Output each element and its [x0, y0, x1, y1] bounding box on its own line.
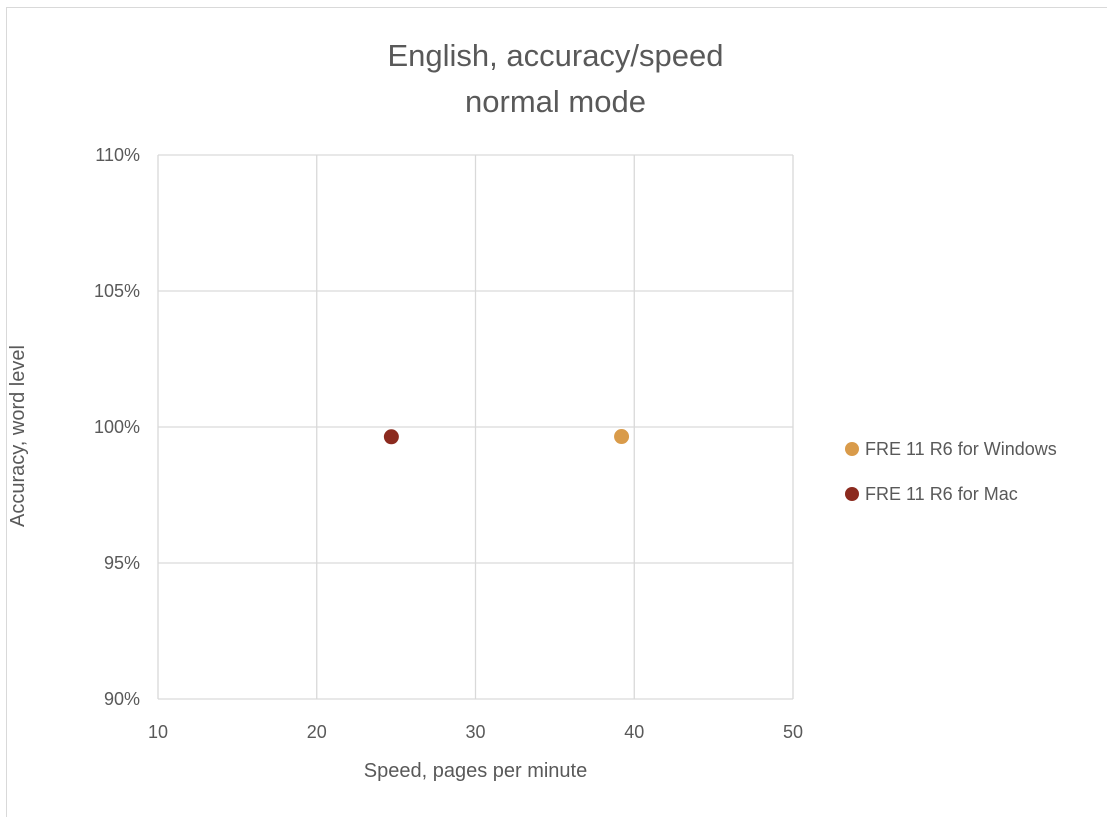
x-axis-label: Speed, pages per minute [363, 760, 588, 782]
legend: FRE 11 R6 for Windows FRE 11 R6 for Mac [845, 437, 1057, 527]
chart-title-line2: normal mode [465, 84, 646, 119]
legend-label-mac: FRE 11 R6 for Mac [865, 483, 1018, 504]
y-tick-label: 105% [94, 281, 140, 301]
x-tick-label: 50 [783, 722, 803, 742]
legend-marker-windows [845, 442, 859, 456]
legend-item-windows: FRE 11 R6 for Windows [845, 437, 1057, 461]
data-point-windows [614, 429, 630, 445]
legend-item-mac: FRE 11 R6 for Mac [845, 482, 1057, 506]
y-tick-label: 90% [104, 689, 140, 709]
y-tick-label: 95% [104, 553, 140, 573]
x-tick-label: 10 [148, 722, 168, 742]
legend-marker-mac [845, 487, 859, 501]
x-tick-label: 40 [624, 722, 644, 742]
chart-frame [6, 7, 1107, 817]
y-tick-label: 100% [94, 417, 140, 437]
x-tick-label: 20 [307, 722, 327, 742]
legend-label-windows: FRE 11 R6 for Windows [865, 438, 1057, 459]
x-tick-label: 30 [465, 722, 485, 742]
y-axis-label: Accuracy, word level [7, 345, 29, 527]
y-tick-label: 110% [95, 145, 140, 165]
chart-title-line1: English, accuracy/speed [387, 38, 724, 73]
data-point-mac [383, 429, 399, 445]
